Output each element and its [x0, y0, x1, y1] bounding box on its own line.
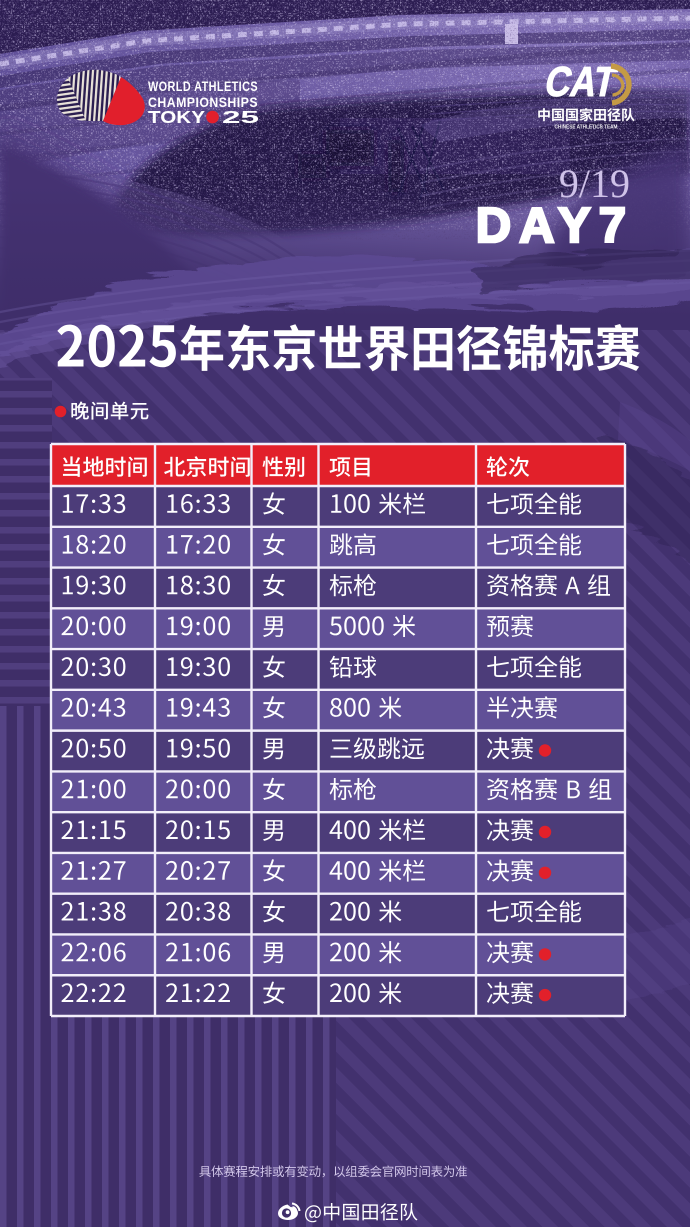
svg-text:DAY7: DAY7 — [476, 199, 634, 253]
svg-text:CAT: CAT — [541, 59, 621, 106]
svg-text:CHINESE ATHLETICS TEAM: CHINESE ATHLETICS TEAM — [555, 125, 618, 131]
svg-text:25: 25 — [222, 107, 260, 127]
svg-text:9/19: 9/19 — [559, 161, 630, 206]
svg-text:WORLD ATHLETICS: WORLD ATHLETICS — [148, 79, 258, 94]
svg-text:TOKY: TOKY — [148, 107, 205, 127]
svg-text:CHAMPIONSHIPS: CHAMPIONSHIPS — [148, 95, 258, 110]
